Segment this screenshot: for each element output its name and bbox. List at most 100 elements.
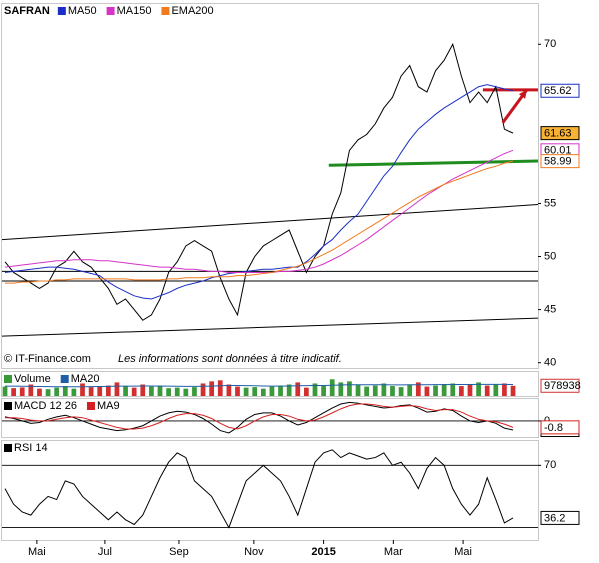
volume-bar (174, 387, 180, 396)
legend-label: EMA200 (171, 5, 213, 17)
volume-bar (71, 388, 77, 396)
legend-label: MA150 (117, 5, 152, 17)
y-tick-label: 70 (544, 459, 556, 471)
volume-bar (80, 383, 85, 396)
legend-swatch (161, 7, 170, 15)
volume-bar (476, 382, 481, 396)
volume-bar (37, 388, 42, 396)
x-tick-label: Jul (98, 546, 112, 558)
volume-bar (131, 387, 137, 396)
volume-bar (269, 386, 275, 396)
legend-swatch (4, 402, 12, 410)
legend-label: MACD 12 26 (14, 400, 77, 412)
value-label: 978938 (544, 380, 581, 392)
volume-bar (450, 383, 456, 396)
volume-bar (484, 385, 490, 396)
volume-frame (1, 371, 539, 397)
value-label: 61.63 (544, 128, 572, 140)
note: Les informations sont données à titre in… (118, 353, 342, 365)
x-tick-label: Mai (28, 546, 46, 558)
volume-bar (381, 383, 387, 396)
volume-bar (304, 387, 309, 396)
volume-bar (200, 383, 206, 396)
volume-bar (510, 385, 516, 396)
volume-bar (347, 381, 352, 396)
annotation-line (1, 317, 539, 337)
annotation-line (1, 204, 539, 241)
volume-bar (166, 388, 171, 396)
series-line (4, 401, 514, 434)
legend-swatch (4, 444, 12, 452)
volume-bar (192, 387, 197, 396)
legend-swatch (57, 7, 66, 15)
legend-swatch (60, 375, 69, 383)
legend-label: RSI 14 (14, 442, 48, 454)
volume-bar (88, 387, 94, 396)
chart-title: SAFRAN (4, 5, 50, 17)
volume-bar (235, 386, 240, 396)
volume-bar (390, 386, 395, 396)
volume-bar (28, 384, 34, 396)
volume-bar (433, 385, 438, 396)
volume-bar (467, 384, 473, 396)
volume-bar (114, 382, 120, 396)
legend-label: Volume (14, 373, 51, 385)
volume-bar (355, 384, 361, 396)
y-tick-label: 55 (544, 197, 556, 209)
value-box (540, 154, 580, 169)
series-line (5, 383, 514, 388)
y-tick-label: 50 (544, 250, 556, 262)
volume-bar (278, 385, 283, 396)
volume-bar (62, 386, 68, 396)
volume-bar (415, 382, 421, 396)
source: © IT-Finance.com (4, 353, 91, 365)
value-box (540, 83, 580, 98)
value-label: 65.62 (544, 85, 572, 97)
volume-bar (252, 387, 258, 396)
volume-bar (364, 386, 370, 396)
legend-label: MA9 (97, 400, 120, 412)
x-tick-label: Mar (384, 546, 403, 558)
value-box (540, 510, 580, 525)
series-line (4, 149, 514, 273)
series-line (4, 449, 514, 529)
legend-swatch (4, 375, 12, 383)
volume-bar (458, 386, 464, 396)
volume-bar (209, 381, 215, 396)
volume-bar (157, 385, 163, 396)
volume-bar (407, 384, 413, 396)
volume-bar (45, 389, 51, 396)
volume-bar (243, 387, 249, 396)
y-tick-label: 45 (544, 304, 556, 316)
volume-bar (226, 384, 232, 396)
volume-bar (286, 384, 292, 396)
series-line (4, 42, 514, 321)
value-label: 60.01 (544, 145, 572, 157)
x-tick-label: Sep (169, 546, 189, 558)
series-line (5, 403, 514, 430)
legend-label: MA20 (71, 373, 100, 385)
volume-bar (502, 383, 507, 396)
legend-label: MA50 (68, 5, 97, 17)
volume-bar (260, 388, 266, 396)
value-box (540, 126, 580, 141)
volume-bar (97, 386, 103, 396)
volume-bar (19, 387, 25, 396)
volume-bar (123, 386, 128, 396)
legend-swatch (106, 7, 115, 15)
price-frame (1, 3, 539, 369)
value-box (540, 420, 580, 435)
value-label: -0.8 (544, 422, 563, 434)
series-line (4, 84, 514, 300)
value-label: 58.99 (544, 156, 572, 168)
legend-swatch (86, 402, 95, 410)
y-tick-label: 40 (544, 357, 556, 369)
x-tick-label: 2015 (311, 546, 335, 558)
volume-bar (424, 386, 430, 396)
volume-bar (183, 388, 189, 396)
volume-bar (54, 387, 60, 396)
volume-bar (105, 385, 111, 396)
volume-bar (295, 382, 301, 396)
